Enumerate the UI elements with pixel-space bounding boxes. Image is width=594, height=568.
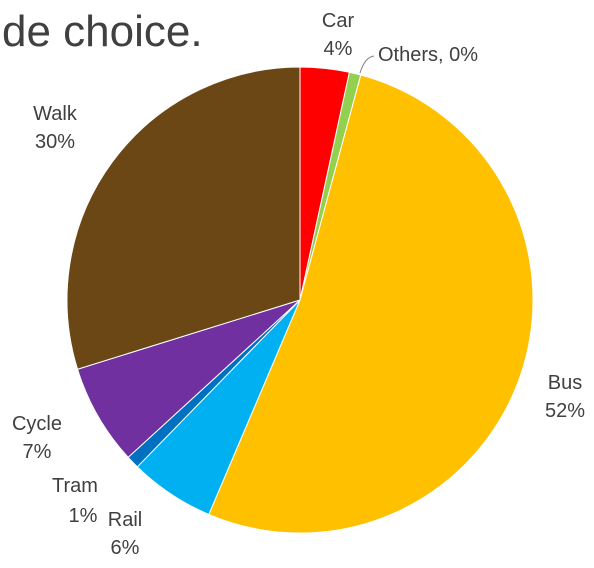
label-cycle-name: Cycle [12, 413, 62, 435]
label-walk-value: 30% [35, 131, 75, 153]
leader-line-others [359, 55, 375, 74]
label-tram-value: 1% [69, 505, 98, 527]
pie-slice-walk [66, 66, 301, 370]
label-others: Others, 0% [378, 44, 478, 66]
label-tram-name: Tram [52, 475, 98, 497]
label-bus-value: 52% [545, 400, 585, 422]
label-walk-name: Walk [33, 103, 78, 125]
label-others-sep: , [438, 44, 449, 66]
label-cycle-value: 7% [23, 441, 52, 463]
pie-slice-bus [208, 74, 534, 534]
chart-title: de choice. [2, 7, 203, 56]
pie-slices [66, 66, 534, 534]
leader-lines [359, 55, 375, 74]
label-others-name: Others [378, 44, 438, 66]
label-bus-name: Bus [548, 372, 582, 394]
label-car-value: 4% [324, 38, 353, 60]
label-rail-name: Rail [108, 509, 142, 531]
slice-labels: Car 4% Others, 0% Walk 30% Bus 52% Cycle… [12, 10, 585, 559]
label-others-value: 0% [449, 44, 478, 66]
label-rail-value: 6% [111, 537, 140, 559]
label-car-name: Car [322, 10, 355, 32]
pie-slice-cycle [76, 299, 301, 459]
